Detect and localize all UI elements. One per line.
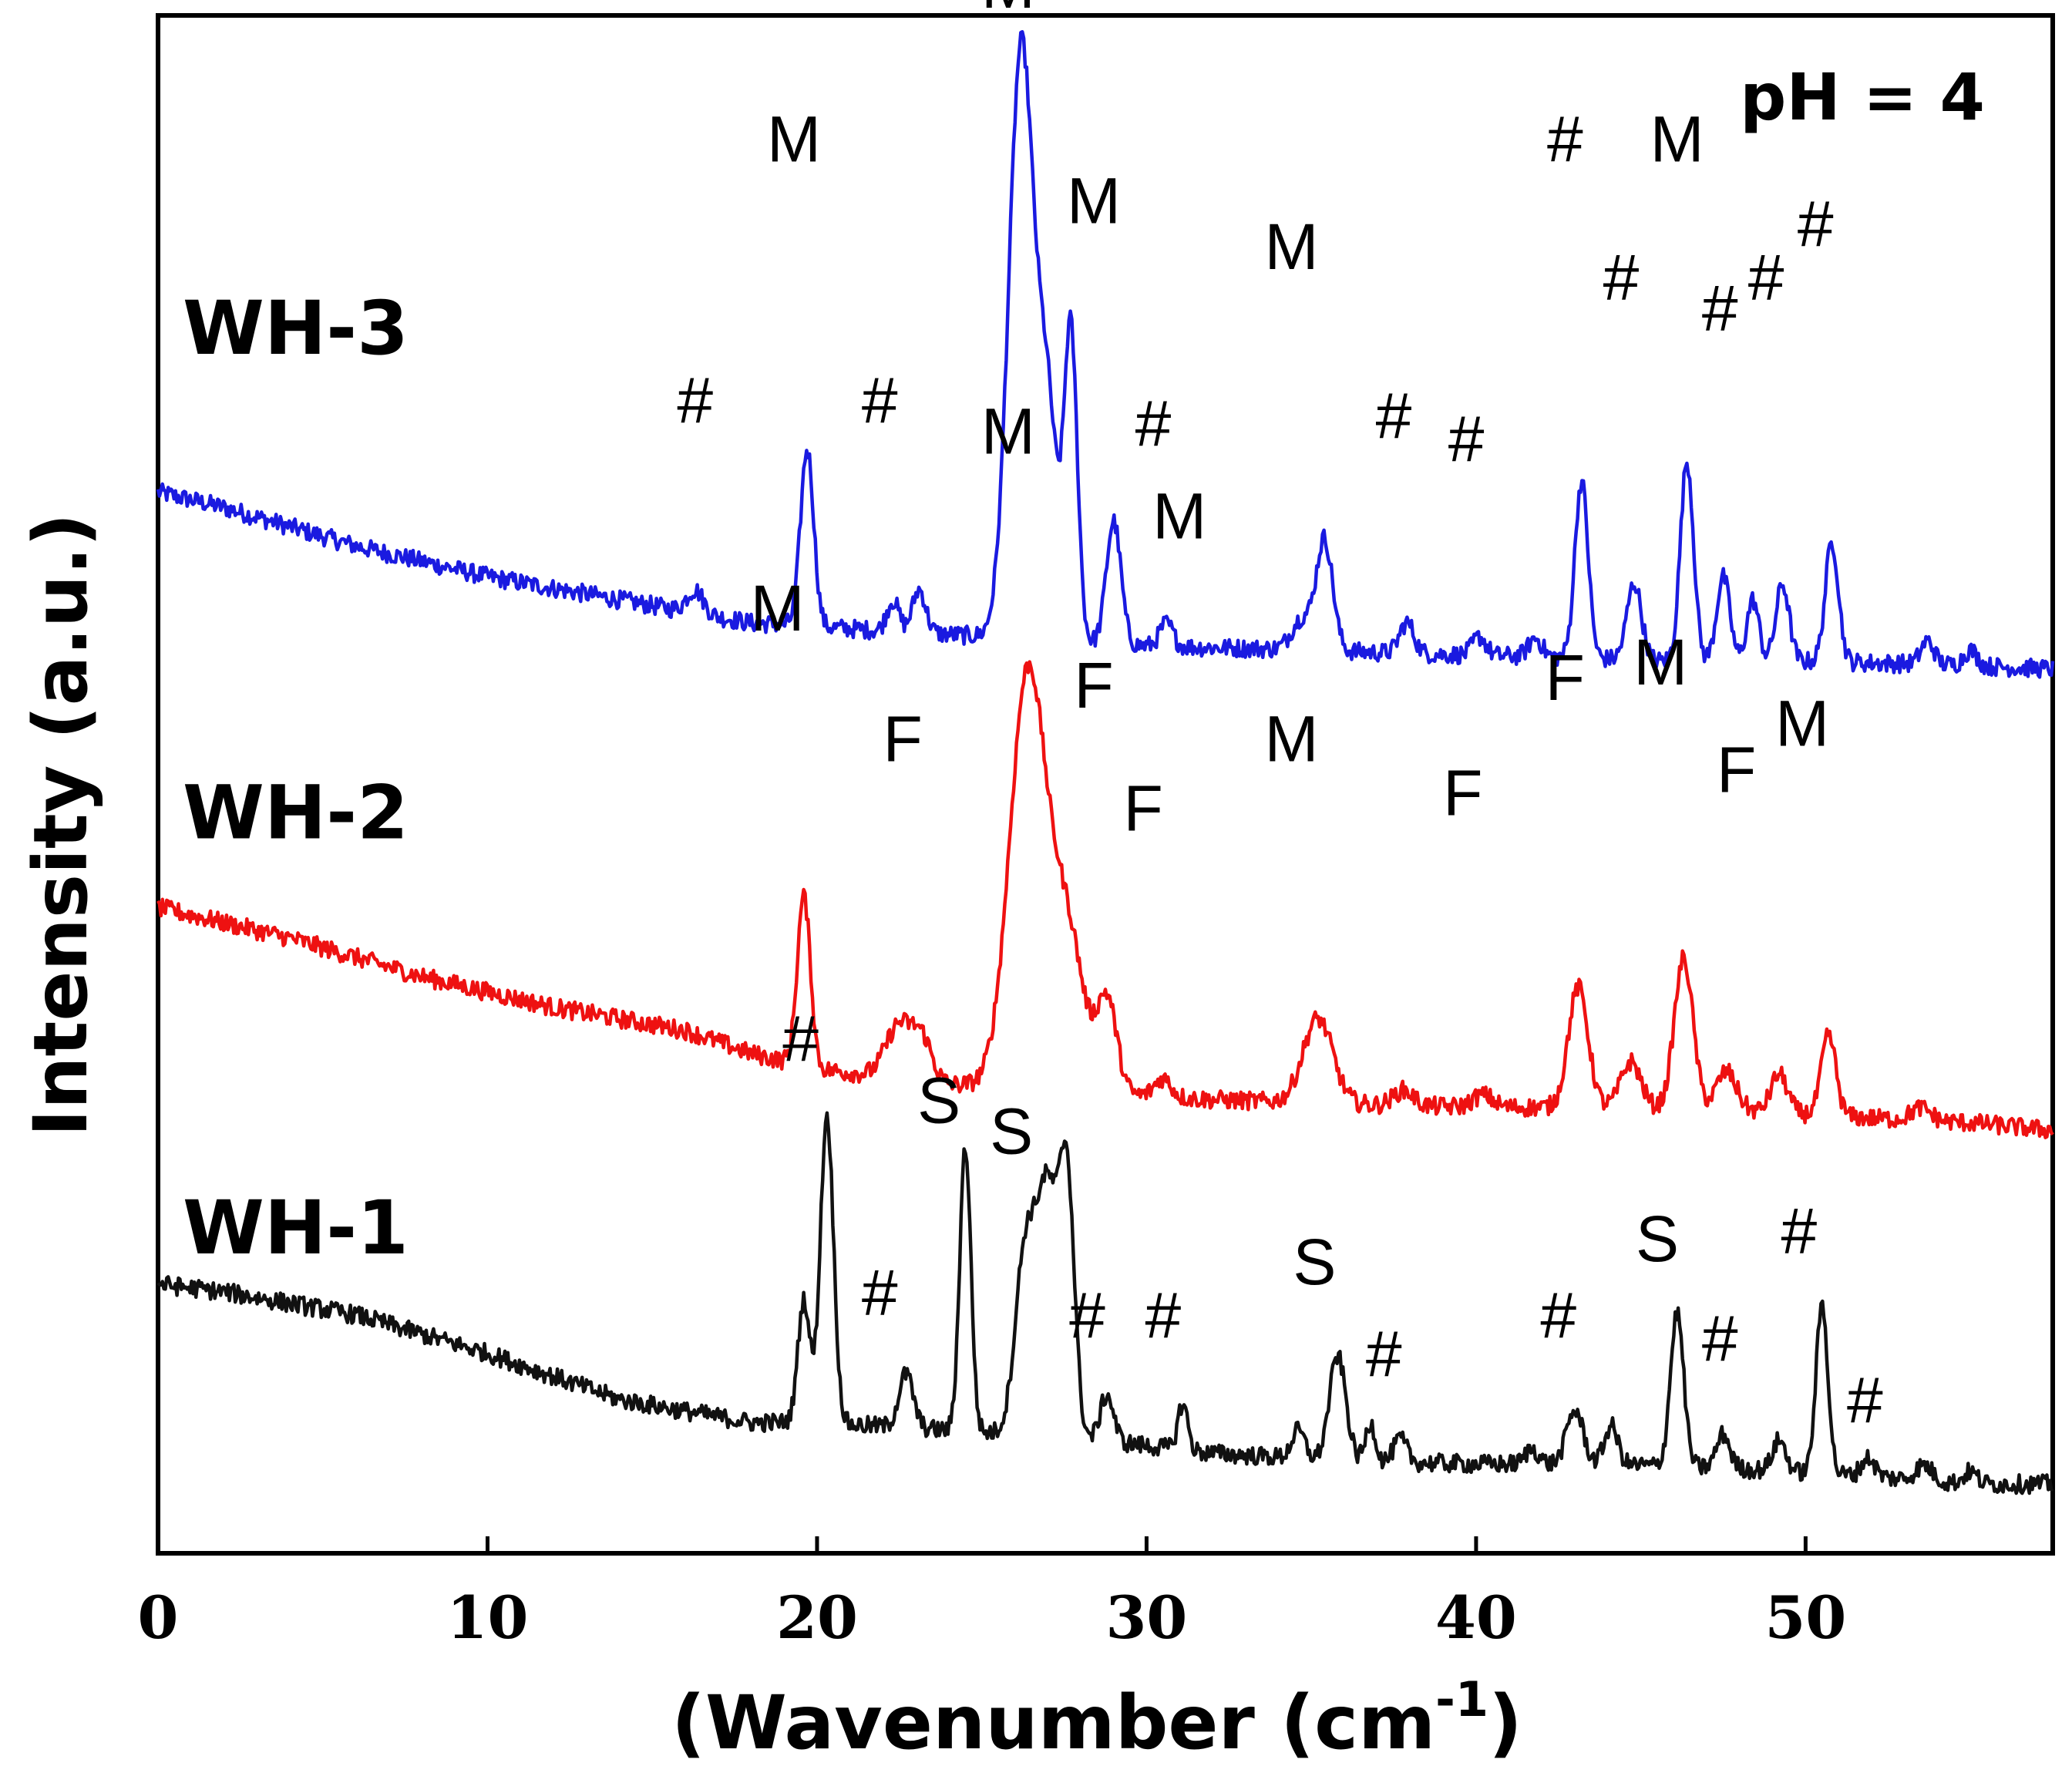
- x-axis-title: (Wavenumber (cm-1): [671, 1671, 1522, 1766]
- ph-annotation: pH = 4: [1740, 59, 1985, 135]
- x-tick-label: 10: [447, 1583, 529, 1652]
- peak-label: F: [883, 703, 922, 775]
- series-line-wh-2: [156, 660, 2054, 1139]
- x-tick-label: 30: [1106, 1583, 1188, 1652]
- x-tick-label: 40: [1435, 1583, 1517, 1652]
- peak-label: #: [862, 1257, 898, 1329]
- peak-label: M: [1775, 688, 1829, 760]
- peak-label: F: [1124, 772, 1163, 844]
- peak-label: M: [981, 395, 1035, 468]
- peak-label: M: [1265, 210, 1319, 283]
- peak-label: #: [1781, 1195, 1817, 1267]
- peak-label: #: [677, 365, 713, 437]
- peak-label: M: [1265, 703, 1319, 775]
- peak-label: S: [990, 1095, 1033, 1167]
- x-axis-title-sup: -1: [1435, 1671, 1488, 1727]
- y-axis-title: Intensity (a.u.): [18, 513, 104, 1136]
- peak-label: #: [1448, 403, 1485, 476]
- series-labels: WH-3 WH-2 WH-1: [183, 285, 409, 1271]
- peak-label: #: [1702, 1303, 1738, 1375]
- x-axis-title-end: ): [1488, 1680, 1522, 1766]
- x-ticks: 0 10 20 30 40 50: [138, 1536, 1847, 1652]
- peak-label: F: [1074, 649, 1113, 722]
- peak-label: S: [1293, 1226, 1336, 1298]
- peak-label: #: [862, 365, 898, 437]
- peak-label: #: [1376, 380, 1412, 452]
- series-label: WH-1: [183, 1185, 409, 1271]
- plot-frame: [156, 13, 2055, 1556]
- peak-label: S: [1636, 1203, 1679, 1275]
- peak-label: #: [1702, 272, 1738, 345]
- peak-label: #: [1547, 103, 1583, 176]
- x-tick-label: 50: [1765, 1583, 1847, 1652]
- peak-label: M: [1650, 103, 1704, 176]
- peak-label: F: [1546, 641, 1585, 714]
- series-label: WH-2: [183, 769, 409, 856]
- peak-label: M: [1152, 479, 1206, 552]
- peak-label: F: [1443, 756, 1482, 829]
- peak-label: M: [1633, 626, 1687, 698]
- peak-label: #: [1145, 1280, 1181, 1352]
- peak-label: #: [1798, 187, 1834, 260]
- series-label: WH-3: [183, 285, 409, 372]
- peak-label: M: [1067, 164, 1121, 237]
- series-line-wh-1: [156, 1111, 2054, 1495]
- x-axis-title-main: (Wavenumber (cm: [671, 1680, 1435, 1766]
- peak-label: #: [1847, 1364, 1883, 1436]
- peak-label: #: [1540, 1280, 1576, 1352]
- peak-label: #: [1366, 1318, 1402, 1391]
- peak-label: S: [917, 1064, 960, 1136]
- peak-label: M: [981, 0, 1035, 22]
- peak-label: F: [1717, 733, 1756, 806]
- x-tick-label: 0: [138, 1583, 179, 1652]
- peak-label: M: [751, 572, 805, 644]
- peak-label: #: [782, 1003, 819, 1075]
- peak-label: M: [767, 103, 821, 176]
- series-line-wh-3: [156, 30, 2055, 679]
- peak-label: #: [1748, 241, 1784, 314]
- peak-label: #: [1069, 1280, 1105, 1352]
- peak-label: #: [1603, 241, 1640, 314]
- series-lines: [156, 30, 2055, 1495]
- peak-label: #: [1135, 388, 1172, 460]
- x-tick-label: 20: [776, 1583, 858, 1652]
